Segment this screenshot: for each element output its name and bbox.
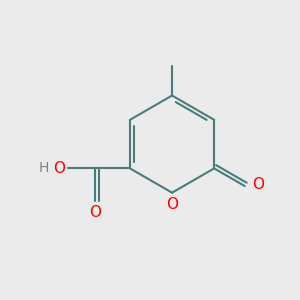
Text: O: O [53,161,65,176]
Text: O: O [166,197,178,212]
Text: O: O [89,205,101,220]
Text: O: O [252,177,264,192]
Text: H: H [39,161,49,176]
